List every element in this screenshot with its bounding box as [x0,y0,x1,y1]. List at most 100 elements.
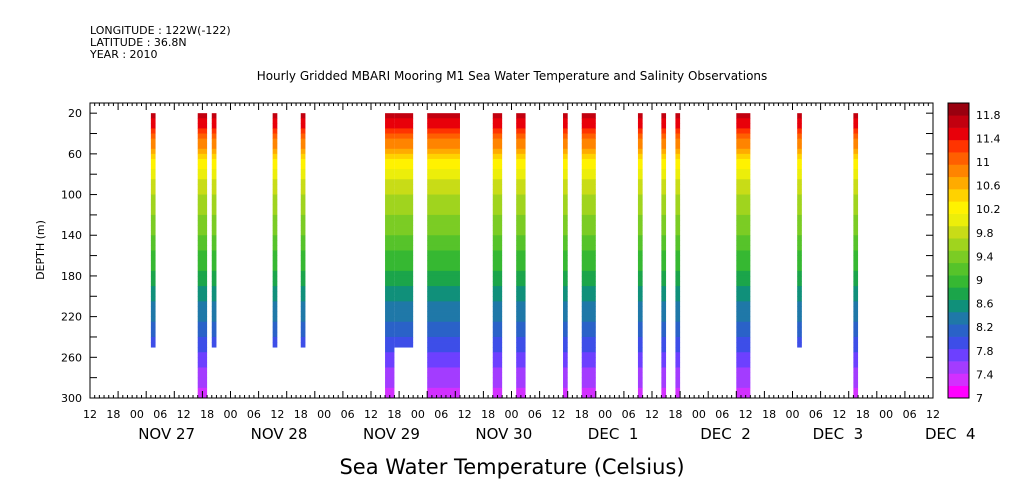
data-column [394,113,414,348]
data-cell [516,291,526,297]
data-cell [797,153,802,160]
data-cell [427,245,460,251]
x-hour-tick-label: 00 [317,408,331,421]
data-cell [675,281,681,287]
data-cell [492,230,503,236]
data-cell [661,326,667,333]
data-cell [211,184,217,190]
colorbar-level-label: 9.8 [976,227,994,240]
data-cell [385,245,395,251]
data-cell [675,331,681,338]
data-cell [675,199,681,206]
data-cell [853,270,859,277]
data-cell [211,321,217,328]
data-cell [492,372,503,379]
data-column [300,113,306,348]
data-cell [853,214,859,221]
data-cell [853,158,859,165]
data-cell [394,123,414,129]
data-cell [853,230,859,236]
data-cell [211,225,217,231]
data-cell [637,382,643,389]
data-cell [492,265,503,272]
data-cell [197,382,208,389]
data-cell [197,342,208,348]
data-cell [563,123,568,129]
data-cell [427,352,460,358]
data-cell [797,296,802,302]
data-cell [853,128,859,134]
x-hour-tick-label: 12 [458,408,472,421]
data-cell [150,204,156,211]
data-cell [211,250,217,256]
data-cell [853,164,859,170]
data-cell [661,204,667,211]
data-cell [211,336,217,343]
data-cell [516,336,526,343]
data-cell [385,377,395,384]
data-cell [211,245,217,251]
data-cell [427,275,460,282]
data-cell [150,275,156,282]
data-cell [637,362,643,368]
data-cell [797,184,802,190]
data-cell [197,296,208,302]
data-cell [661,377,667,384]
data-cell [197,169,208,175]
data-cell [736,377,751,384]
data-cell [211,286,217,292]
data-cell [853,138,859,145]
data-cell [211,301,217,307]
x-axis-labels: 12 18 00 06 12 18 00 06 12 18 00 06 12 18 00 06 12 18 00 06… [83,408,976,443]
data-cell [427,296,460,302]
data-cell [211,219,217,226]
data-cell [637,392,643,399]
data-cell [394,189,414,195]
data-cell [272,219,278,226]
data-cell [853,326,859,333]
data-cell [385,326,395,333]
data-cell [427,179,460,185]
data-cell [661,235,667,241]
data-cell [492,113,503,119]
data-column [853,113,859,399]
data-cell [797,143,802,150]
data-cell [211,306,217,312]
data-cell [272,143,278,150]
x-day-label: DEC 2 [700,425,751,443]
data-cell [675,367,681,373]
data-cell [394,342,414,348]
colorbar-swatch [948,299,969,313]
data-cell [853,286,859,292]
data-cell [797,265,802,272]
data-cell [736,357,751,363]
data-cell [150,214,156,221]
data-cell [197,387,208,394]
data-cell [563,316,568,323]
data-cell [150,174,156,180]
x-day-label: DEC 3 [813,425,864,443]
data-cell [516,265,526,272]
data-cell [211,260,217,267]
data-cell [853,184,859,190]
data-cell [211,143,217,150]
data-cell [563,128,568,134]
data-cell [300,128,306,134]
data-cell [637,158,643,165]
data-cell [385,286,395,292]
data-cell [150,138,156,145]
data-cell [427,281,460,287]
data-cell [272,275,278,282]
data-cell [150,311,156,318]
data-cell [492,301,503,307]
data-cell [492,225,503,231]
data-cell [150,301,156,307]
data-cell [197,164,208,170]
data-cell [736,331,751,338]
data-cell [797,113,802,119]
data-cell [516,158,526,165]
data-cell [661,240,667,246]
data-cell [427,316,460,323]
data-cell [563,219,568,226]
data-cell [637,153,643,160]
